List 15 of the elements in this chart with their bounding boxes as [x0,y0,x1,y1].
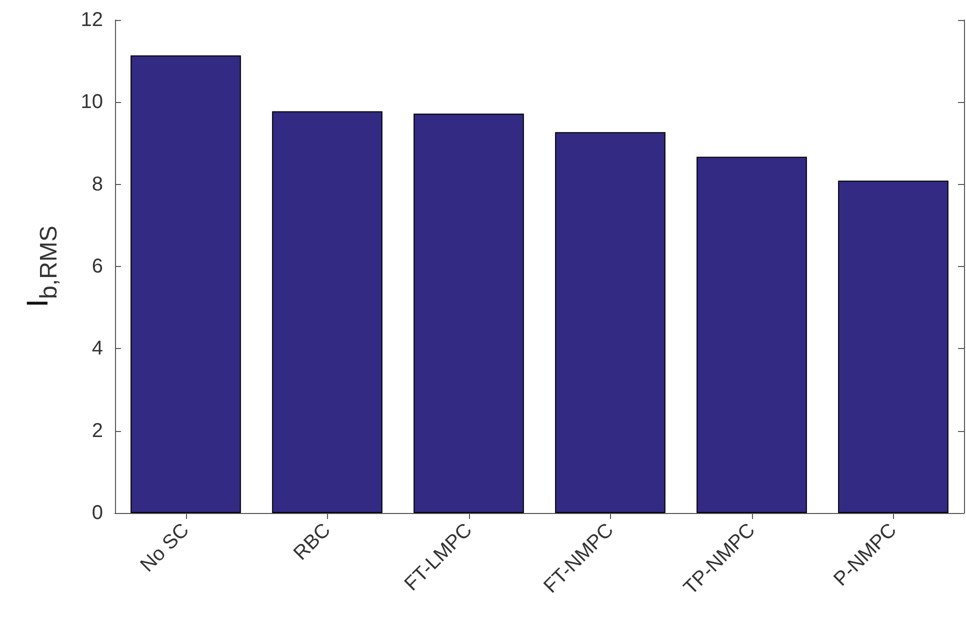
bar [838,180,948,513]
y-tick-label: 0 [92,502,103,524]
bar [272,111,382,513]
bar [555,132,666,513]
y-tick-label: 12 [80,9,103,31]
bar [414,114,524,513]
y-tick-label: 8 [92,173,103,196]
y-axis-title: Ib,RMS [22,226,62,308]
y-tick-label: 6 [92,256,103,278]
bar [130,55,241,513]
y-tick-label: 10 [80,91,103,114]
bar [696,156,807,513]
y-tick-label: 2 [92,420,103,442]
x-tick-label: No SC [136,519,194,576]
y-tick-label: 4 [92,338,103,360]
